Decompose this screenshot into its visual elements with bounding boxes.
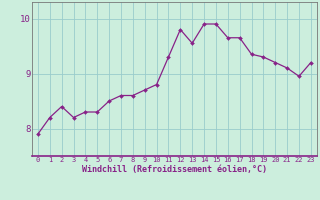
X-axis label: Windchill (Refroidissement éolien,°C): Windchill (Refroidissement éolien,°C) (82, 165, 267, 174)
